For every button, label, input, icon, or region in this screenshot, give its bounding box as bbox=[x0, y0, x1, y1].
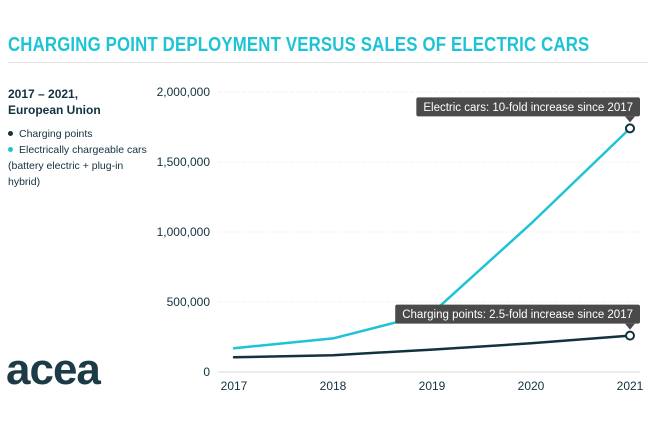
acea-logo: acea bbox=[6, 345, 101, 394]
legend: Charging points Electrically chargeable … bbox=[8, 126, 158, 190]
chart-title: CHARGING POINT DEPLOYMENT VERSUS SALES O… bbox=[8, 34, 590, 56]
y-tick-label: 500,000 bbox=[167, 295, 211, 309]
legend-label-cars: Electrically chargeable cars bbox=[19, 144, 147, 156]
subtitle-region: European Union bbox=[8, 103, 101, 117]
y-tick-label: 2,000,000 bbox=[157, 85, 211, 99]
x-tick-label: 2019 bbox=[419, 379, 446, 393]
callout-text-charging-points: Charging points: 2.5-fold increase since… bbox=[402, 309, 633, 321]
legend-note-cars: (battery electric + plug-in hybrid) bbox=[8, 160, 124, 188]
y-tick-label: 1,500,000 bbox=[157, 155, 211, 169]
x-tick-label: 2018 bbox=[320, 379, 347, 393]
legend-label-charging: Charging points bbox=[19, 128, 93, 140]
legend-item-charging: Charging points bbox=[8, 126, 158, 142]
title-divider bbox=[8, 62, 648, 63]
legend-item-cars: Electrically chargeable cars bbox=[8, 142, 158, 158]
x-tick-label: 2020 bbox=[518, 379, 545, 393]
endpoint-marker-charging-points bbox=[625, 330, 635, 341]
chart-subtitle: 2017 – 2021, European Union bbox=[8, 86, 148, 118]
callout-box-cars bbox=[416, 97, 640, 117]
legend-dot-charging bbox=[8, 131, 13, 136]
x-tick-label: 2017 bbox=[221, 379, 248, 393]
callout-text-cars: Electric cars: 10-fold increase since 20… bbox=[423, 102, 633, 114]
legend-dot-cars bbox=[8, 147, 13, 152]
series-line-charging-points bbox=[232, 334, 632, 359]
y-tick-label: 1,000,000 bbox=[157, 225, 211, 239]
callout-pointer-cars bbox=[625, 116, 635, 123]
subtitle-period: 2017 – 2021, bbox=[8, 87, 79, 101]
x-tick-label: 2021 bbox=[617, 379, 644, 393]
y-tick-label: 0 bbox=[203, 365, 210, 379]
callout-pointer-charging-points bbox=[625, 323, 635, 330]
callout-box-charging-points bbox=[395, 304, 640, 324]
endpoint-marker-cars bbox=[625, 123, 635, 134]
